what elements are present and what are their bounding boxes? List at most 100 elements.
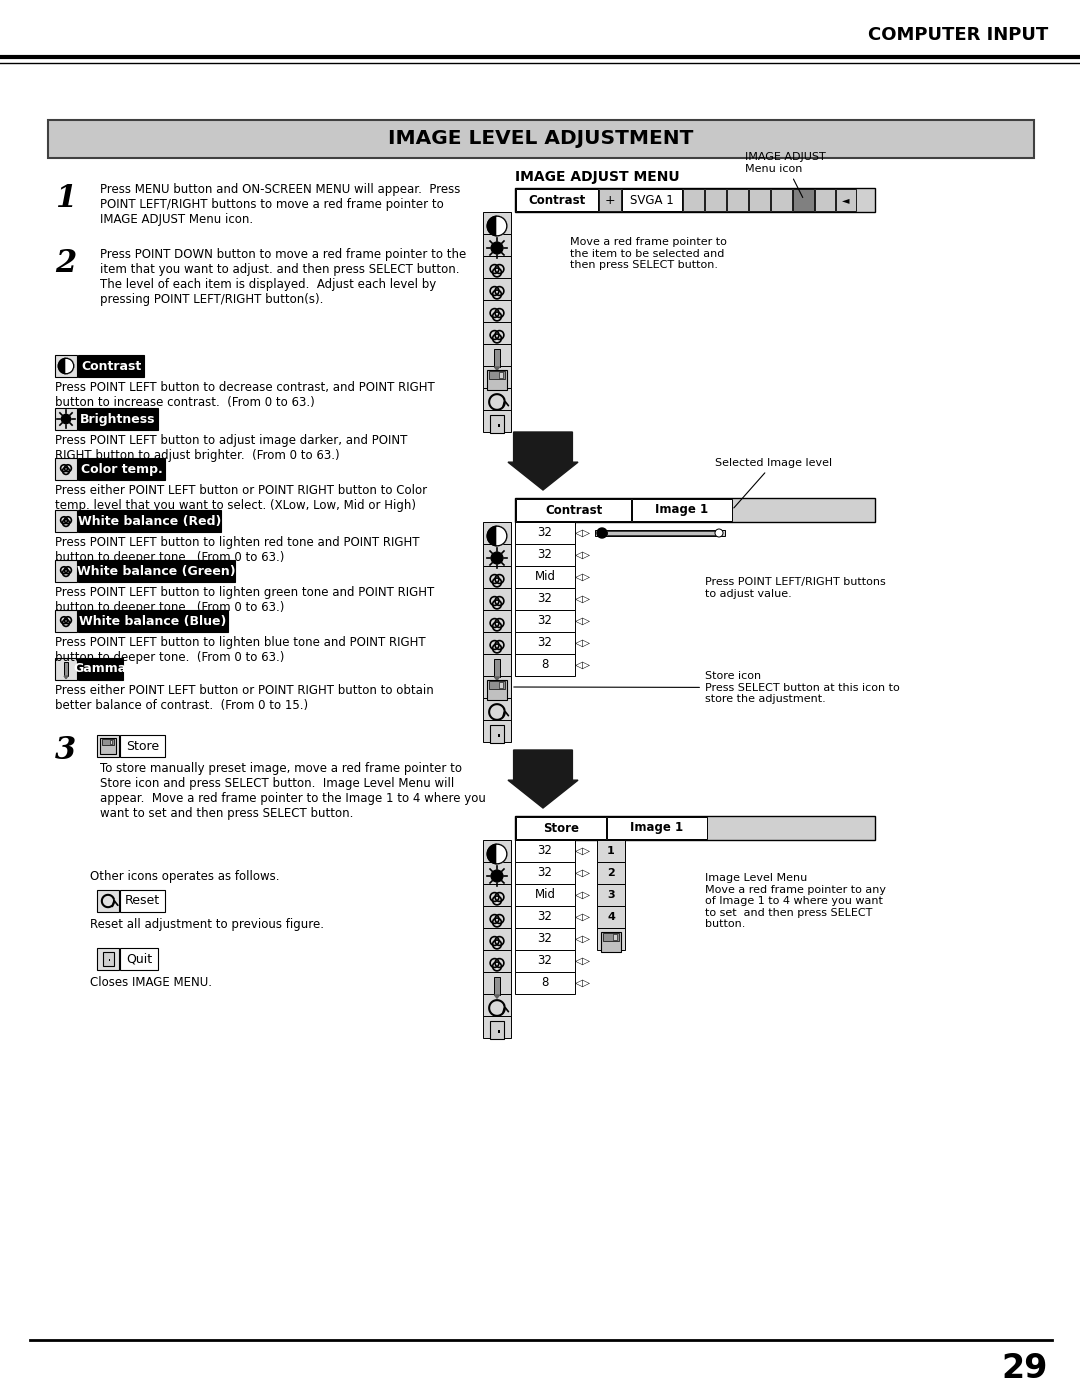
Text: ◁▷: ◁▷ xyxy=(575,528,591,538)
Text: 32: 32 xyxy=(538,527,553,539)
Bar xyxy=(97,890,119,912)
Text: 32: 32 xyxy=(538,592,553,605)
Bar xyxy=(483,884,511,907)
Bar xyxy=(64,662,68,676)
Bar xyxy=(78,510,221,532)
Bar xyxy=(515,588,575,610)
Bar xyxy=(515,816,875,840)
Text: Contrast: Contrast xyxy=(81,359,141,373)
Bar xyxy=(483,676,511,698)
Text: SVGA 1: SVGA 1 xyxy=(630,194,674,207)
Bar xyxy=(705,189,726,211)
Bar xyxy=(489,372,504,379)
Polygon shape xyxy=(64,676,68,679)
Bar xyxy=(727,189,748,211)
Bar xyxy=(515,928,575,950)
Circle shape xyxy=(491,552,503,564)
Text: White balance (Green): White balance (Green) xyxy=(77,564,235,577)
Circle shape xyxy=(487,527,507,546)
Circle shape xyxy=(487,844,507,863)
Bar xyxy=(597,907,625,928)
Polygon shape xyxy=(495,678,500,680)
Bar xyxy=(597,840,625,862)
Text: Press either POINT LEFT button or POINT RIGHT button to obtain
better balance of: Press either POINT LEFT button or POINT … xyxy=(55,685,434,712)
Bar xyxy=(483,409,511,432)
Bar xyxy=(599,189,621,211)
Text: Press POINT LEFT button to lighten red tone and POINT RIGHT
button to deeper ton: Press POINT LEFT button to lighten red t… xyxy=(55,536,419,564)
Bar xyxy=(490,1021,504,1039)
Bar xyxy=(683,189,704,211)
Bar xyxy=(499,682,502,687)
Bar xyxy=(483,698,511,719)
Bar xyxy=(483,654,511,676)
Bar xyxy=(515,522,575,543)
Text: +: + xyxy=(605,194,616,207)
Bar xyxy=(597,862,625,884)
Text: Mid: Mid xyxy=(535,570,555,584)
Bar xyxy=(487,370,508,390)
Bar xyxy=(55,408,77,430)
Text: 32: 32 xyxy=(538,549,553,562)
Text: Contrast: Contrast xyxy=(528,194,585,207)
Text: Mid: Mid xyxy=(535,888,555,901)
Text: 32: 32 xyxy=(538,637,553,650)
Bar xyxy=(515,631,575,654)
Bar xyxy=(483,928,511,950)
Bar xyxy=(483,862,511,884)
Text: IMAGE LEVEL ADJUSTMENT: IMAGE LEVEL ADJUSTMENT xyxy=(389,130,693,148)
Text: Quit: Quit xyxy=(126,953,152,965)
Bar xyxy=(490,725,504,743)
Bar xyxy=(622,189,681,211)
Bar xyxy=(483,522,511,543)
Bar xyxy=(515,972,575,995)
Bar xyxy=(516,499,631,521)
Text: 8: 8 xyxy=(541,977,549,989)
Polygon shape xyxy=(508,750,578,807)
Text: Closes IMAGE MENU.: Closes IMAGE MENU. xyxy=(90,977,212,989)
Text: Press POINT LEFT button to adjust image darker, and POINT
RIGHT button to adjust: Press POINT LEFT button to adjust image … xyxy=(55,434,407,462)
Bar xyxy=(55,658,77,680)
Bar xyxy=(793,189,814,211)
Bar xyxy=(515,497,875,522)
Bar xyxy=(483,631,511,654)
Bar xyxy=(483,300,511,321)
Bar xyxy=(515,840,575,862)
Text: IMAGE ADJUST
Menu icon: IMAGE ADJUST Menu icon xyxy=(745,152,826,197)
Bar xyxy=(815,189,835,211)
Bar xyxy=(836,189,856,211)
Bar xyxy=(483,278,511,300)
Text: ◁▷: ◁▷ xyxy=(575,550,591,560)
Text: 32: 32 xyxy=(538,933,553,946)
Text: Image 1: Image 1 xyxy=(656,503,708,517)
Text: Press MENU button and ON-SCREEN MENU will appear.  Press
POINT LEFT/RIGHT button: Press MENU button and ON-SCREEN MENU wil… xyxy=(100,183,460,226)
Text: Brightness: Brightness xyxy=(80,412,156,426)
Text: 2: 2 xyxy=(607,868,615,877)
Bar xyxy=(55,510,77,532)
Text: Other icons operates as follows.: Other icons operates as follows. xyxy=(90,870,280,883)
Text: Color temp.: Color temp. xyxy=(81,462,162,475)
Bar xyxy=(483,543,511,566)
Text: 32: 32 xyxy=(538,911,553,923)
Bar xyxy=(102,739,114,745)
Bar xyxy=(55,610,77,631)
Text: 29: 29 xyxy=(1001,1351,1048,1384)
Text: 1: 1 xyxy=(607,847,615,856)
Text: Press POINT LEFT button to lighten blue tone and POINT RIGHT
button to deeper to: Press POINT LEFT button to lighten blue … xyxy=(55,636,426,664)
Bar xyxy=(487,680,508,700)
Bar xyxy=(515,654,575,676)
Text: 2: 2 xyxy=(55,249,77,279)
Bar xyxy=(78,408,158,430)
Bar xyxy=(483,588,511,610)
Bar xyxy=(604,933,619,942)
Text: Press POINT LEFT/RIGHT buttons
to adjust value.: Press POINT LEFT/RIGHT buttons to adjust… xyxy=(705,577,886,598)
Bar xyxy=(483,235,511,256)
Bar xyxy=(515,189,875,212)
Text: 32: 32 xyxy=(538,615,553,627)
Text: ◁▷: ◁▷ xyxy=(575,571,591,583)
Polygon shape xyxy=(508,432,578,490)
Bar xyxy=(120,735,165,757)
Text: ◁▷: ◁▷ xyxy=(575,868,591,877)
Bar xyxy=(515,950,575,972)
Bar xyxy=(483,366,511,388)
Text: Gamma: Gamma xyxy=(73,662,127,676)
